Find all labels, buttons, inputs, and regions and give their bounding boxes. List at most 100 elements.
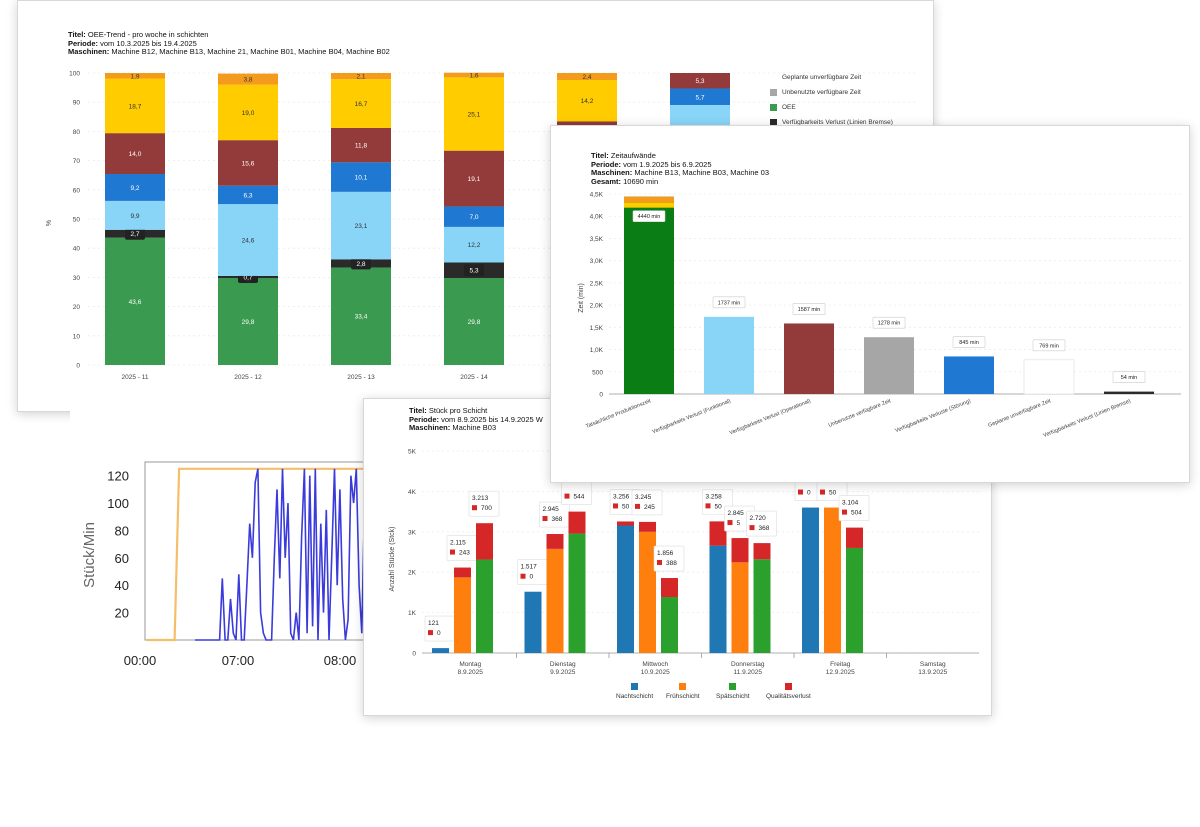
oee-segment-label: 25,1 [468, 112, 481, 119]
oee-bar-segment [218, 204, 278, 276]
zeit-bar-accent [624, 202, 674, 208]
zeit-bar [864, 337, 914, 394]
stk-callout-loss-marker [705, 503, 711, 509]
line-y-tick-label: 100 [107, 496, 129, 511]
zeit-machines: Machine B13, Machine B03, Machine 03 [634, 168, 770, 178]
stk-callout-total: 1.856 [657, 550, 674, 557]
legend-swatch [770, 74, 777, 81]
zeit-value-label: 1737 min [718, 300, 741, 306]
zeit-value-callout [872, 316, 906, 329]
stk-bar [639, 531, 656, 653]
stk-x-tick-day: Dienstag [550, 661, 576, 668]
zeit-bar [784, 323, 834, 394]
stk-legend-item: Spätschicht [716, 683, 750, 700]
oee-bar-segment [444, 277, 504, 365]
stk-period: vom 8.9.2025 bis 14.9.2025 W [441, 414, 543, 424]
zeit-x-tick-label: Tatsächliche Produktionszeit [585, 398, 652, 430]
zeit-y-tick-label: 2,0K [590, 303, 604, 310]
stk-callout-loss-marker [564, 493, 570, 499]
oee-bar-segment [218, 277, 278, 365]
stk-callout-loss-marker [450, 549, 455, 555]
stk-callout-total: 3.104 [842, 500, 859, 507]
oee-segment-label: 2,4 [582, 74, 591, 81]
stk-bar [454, 577, 471, 653]
oee-segment-label: 11,8 [355, 143, 368, 150]
stk-x-tick-day: Donnerstag [731, 661, 765, 668]
oee-bar-segment [105, 237, 165, 365]
stk-callout-total: 3.256 [613, 493, 630, 500]
zeit-y-tick-label: 1,5K [590, 325, 604, 332]
oee-period: vom 10.3.2025 bis 19.4.2025 [100, 38, 197, 48]
oee-bar-segment [444, 150, 504, 207]
oee-segment-label: 23,1 [355, 223, 368, 230]
legend-swatch [784, 683, 792, 690]
stk-x-tick-date: 8.9.2025 [458, 669, 484, 676]
stk-legend-item: Nachtschicht [616, 683, 653, 700]
zeit-y-tick-label: 1,0K [590, 347, 604, 354]
zeit-y-tick-label: 4,5K [590, 192, 604, 199]
stk-callout-total: 3.258 [706, 493, 723, 500]
stk-y-tick-label: 1K [408, 610, 417, 617]
zeit-bar-accent [624, 196, 674, 203]
zeit-y-tick-label: 3,5K [590, 236, 604, 243]
zeit-value-callout [952, 336, 986, 348]
zeit-x-tick-label: Verfügbarkeits Verlust (Linien Bremse) [1042, 398, 1131, 439]
legend-label: Verfügbarkeits Verlust (Linien Bremse) [782, 119, 893, 126]
oee-bar-segment [218, 185, 278, 205]
stk-callout-total: 2.720 [750, 515, 767, 522]
stk-bar-loss [753, 543, 771, 560]
oee-bar-segment [444, 206, 504, 227]
zeit-machines-label: Maschinen: [591, 168, 633, 178]
oee-segment-label: 10,1 [355, 175, 368, 182]
stk-callout-loss: 388 [666, 560, 677, 567]
stueck-pro-schicht-bar-chart: 0 1K 2K 3K 4K 5K Anzahl Stücke (Stck) 121 0 2.115… [389, 449, 979, 676]
stk-bar [846, 547, 863, 653]
oee-bar-segment [105, 78, 165, 134]
stk-y-tick-label: 5K [408, 449, 417, 456]
line-y-tick-label: 20 [115, 606, 129, 621]
oee-label-badge [125, 227, 145, 240]
oee-bar-segment [331, 267, 391, 365]
stk-bar-loss [846, 527, 863, 548]
oee-bar-segment [331, 162, 391, 192]
stk-callout-loss: 368 [552, 516, 563, 523]
oee-title-label: Titel: [68, 30, 86, 39]
oee-bar-segment [105, 174, 165, 201]
oee-bar-segment [331, 79, 391, 128]
zeit-x-tick-label: Verfügbarkeits Verluste (Störung) [894, 398, 972, 434]
zeit-total: 10690 min [623, 176, 659, 186]
legend-swatch [770, 119, 777, 126]
line-y-tick-label: 40 [115, 578, 129, 593]
stk-bar-loss [709, 521, 727, 546]
zeit-total-label: Gesamt: [591, 176, 622, 186]
oee-legend-item: Unbenutzte verfügbare Zeit [770, 89, 861, 96]
oee-segment-label: 15,6 [242, 160, 255, 167]
stk-callout-loss-marker [657, 560, 662, 566]
zeit-y-tick-label: 2,5K [590, 280, 604, 287]
stueck-pro-min-card: 20 40 60 80 100 120 Stück/Min 00:00 07:00 08:00 [70, 410, 370, 685]
oee-x-tick-label: 2025 - 13 [347, 374, 375, 381]
oee-bar-segment [218, 140, 278, 186]
zeit-value-label: 54 min [1121, 375, 1138, 381]
oee-bar-segment [670, 88, 730, 106]
oee-segment-label: 7,0 [469, 214, 478, 221]
stk-callout-loss-marker [727, 520, 733, 526]
oee-bar-segment [444, 226, 504, 263]
oee-segment-label: 14,0 [129, 151, 142, 158]
stk-callout-loss-marker [472, 505, 477, 511]
oee-legend-item: OEE [770, 104, 796, 111]
zeit-y-tick-label: 3,0K [590, 258, 604, 265]
zeit-y-axis-label: Zeit (min) [578, 283, 585, 313]
stk-callout-total: 2.845 [728, 510, 745, 517]
stk-x-tick-date: 10.9.2025 [641, 669, 670, 676]
zeit-value-callout [712, 296, 746, 309]
stk-x-tick-date: 13.9.2025 [918, 669, 947, 676]
legend-label: Nachtschicht [616, 693, 654, 700]
oee-segment-label: 0,7 [243, 274, 252, 281]
oee-bar-segment [557, 73, 617, 81]
oee-legend-item: Verfügbarkeits Verlust (Linien Bremse) [770, 119, 893, 126]
stk-callout-loss-marker [798, 489, 803, 495]
stueck-pro-min-line-chart: 20 40 60 80 100 120 Stück/Min 00:00 07:00 08:00 [81, 461, 370, 668]
stk-callout-total: 2.945 [543, 506, 560, 513]
oee-label-badge [464, 264, 484, 277]
